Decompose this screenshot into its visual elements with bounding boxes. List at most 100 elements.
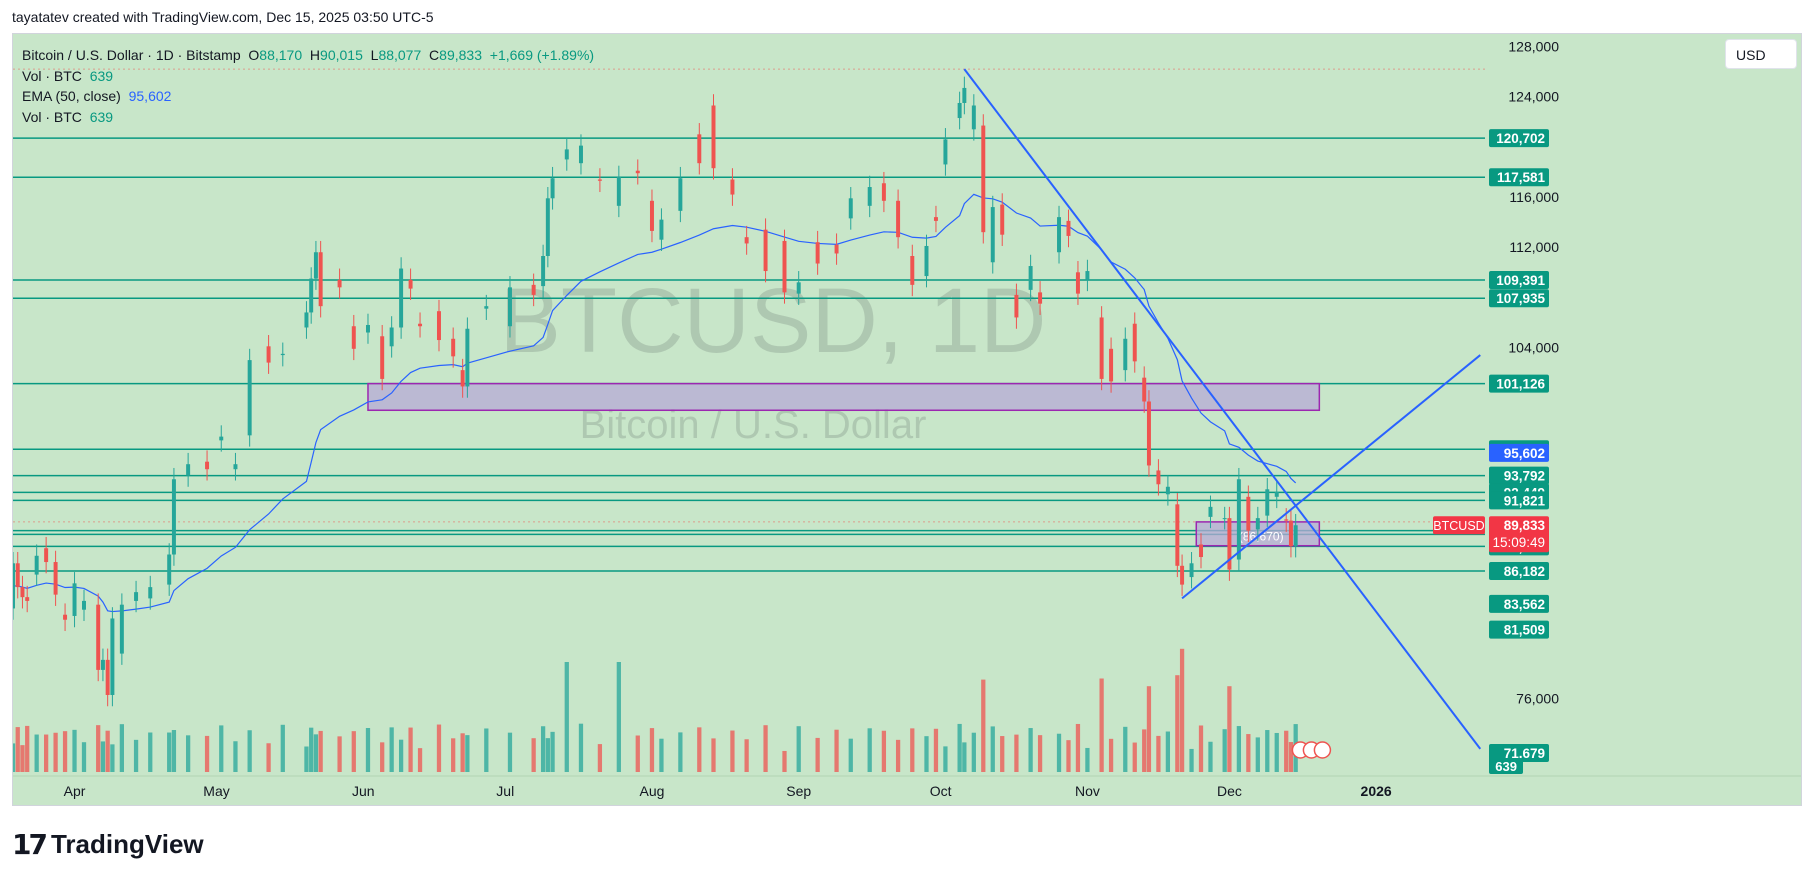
candle-body[interactable] (1180, 565, 1185, 585)
candle-body[interactable] (96, 604, 101, 670)
candle-body[interactable] (1085, 271, 1090, 280)
candle-body[interactable] (981, 125, 986, 233)
candle-body[interactable] (1109, 348, 1114, 382)
candle-body[interactable] (1142, 377, 1147, 402)
candle-body[interactable] (13, 563, 15, 609)
candle-body[interactable] (266, 346, 271, 363)
candle-body[interactable] (1099, 317, 1104, 379)
candle-body[interactable] (418, 323, 423, 327)
candle-body[interactable] (1274, 491, 1279, 497)
candle-body[interactable] (962, 87, 967, 103)
candle-body[interactable] (63, 614, 68, 620)
currency-button[interactable]: USD (1725, 39, 1797, 69)
candle-body[interactable] (25, 597, 30, 601)
candle-body[interactable] (924, 245, 929, 277)
candle-body[interactable] (550, 178, 555, 199)
candle-body[interactable] (744, 237, 749, 244)
candle-body[interactable] (337, 279, 342, 288)
candle-body[interactable] (834, 244, 839, 254)
candle-body[interactable] (205, 461, 210, 470)
trendline[interactable] (963, 68, 1482, 750)
candle-body[interactable] (1156, 470, 1161, 485)
candle-body[interactable] (484, 306, 489, 309)
candle-body[interactable] (20, 587, 25, 598)
candle-body[interactable] (309, 278, 314, 313)
candle-body[interactable] (318, 252, 323, 307)
candle-body[interactable] (44, 548, 49, 563)
candle-body[interactable] (72, 583, 77, 616)
economic-event-icon[interactable] (1313, 741, 1332, 759)
candle-body[interactable] (105, 659, 110, 695)
candle-body[interactable] (110, 618, 115, 695)
candle-body[interactable] (171, 479, 176, 555)
candle-body[interactable] (1146, 401, 1151, 466)
candle-body[interactable] (15, 563, 20, 588)
candle-body[interactable] (1038, 292, 1043, 304)
candle-body[interactable] (1175, 504, 1180, 566)
candle-body[interactable] (134, 592, 139, 601)
candle-body[interactable] (186, 464, 191, 476)
legend-symbol-row[interactable]: Bitcoin / U.S. Dollar · 1D · Bitstamp O8… (22, 45, 594, 66)
candle-body[interactable] (796, 282, 801, 294)
candle-body[interactable] (1189, 563, 1194, 578)
candle-body[interactable] (697, 134, 702, 164)
candle-body[interactable] (616, 176, 621, 206)
legend-ema-row[interactable]: EMA (50, close) 95,602 (22, 86, 594, 107)
candle-body[interactable] (313, 252, 318, 279)
candle-body[interactable] (304, 312, 309, 328)
candle-body[interactable] (711, 105, 716, 169)
candle-body[interactable] (233, 464, 238, 470)
candle-body[interactable] (365, 324, 370, 333)
candle-body[interactable] (380, 336, 385, 379)
candle-body[interactable] (53, 562, 58, 595)
candle-body[interactable] (881, 183, 886, 201)
candle-body[interactable] (867, 187, 872, 206)
candle-body[interactable] (896, 200, 901, 238)
candle-body[interactable] (1246, 496, 1251, 531)
candle-body[interactable] (436, 311, 441, 341)
candle-body[interactable] (460, 370, 465, 387)
candle-body[interactable] (971, 105, 976, 130)
chart-panel[interactable]: BTCUSD, 1D Bitcoin / U.S. Dollar (86,670) A… (12, 33, 1802, 806)
candle-body[interactable] (1236, 479, 1241, 560)
candle-body[interactable] (1066, 220, 1071, 236)
candle-body[interactable] (943, 139, 948, 165)
candle-body[interactable] (351, 326, 356, 349)
candle-body[interactable] (957, 102, 962, 119)
candle-body[interactable] (1222, 518, 1227, 520)
candle-body[interactable] (408, 279, 413, 289)
candle-body[interactable] (34, 555, 39, 575)
candle-body[interactable] (465, 328, 470, 387)
candle-body[interactable] (100, 659, 105, 670)
candle-body[interactable] (578, 145, 583, 164)
candle-body[interactable] (1075, 272, 1080, 294)
candle-body[interactable] (148, 587, 153, 599)
candle-body[interactable] (507, 287, 512, 327)
candle-body[interactable] (848, 198, 853, 219)
candle-body[interactable] (1288, 520, 1293, 547)
legend-volume2-row[interactable]: Vol · BTC 639 (22, 107, 594, 128)
candle-body[interactable] (1255, 518, 1260, 530)
candle-body[interactable] (280, 353, 285, 356)
candle-body[interactable] (990, 207, 995, 263)
candle-body[interactable] (564, 149, 569, 160)
candle-body[interactable] (1265, 489, 1270, 516)
legend-volume-row[interactable]: Vol · BTC 639 (22, 66, 594, 87)
candle-body[interactable] (1208, 506, 1213, 517)
tradingview-logo[interactable]: 17 TradingView (12, 828, 204, 861)
candle-body[interactable] (545, 198, 550, 256)
candle-body[interactable] (1227, 518, 1232, 570)
candle-body[interactable] (1000, 204, 1005, 235)
candle-body[interactable] (910, 256, 915, 285)
symbol-tag[interactable] (1433, 516, 1485, 535)
candle-body[interactable] (1123, 338, 1128, 371)
candle-body[interactable] (541, 256, 546, 287)
candle-body[interactable] (119, 604, 124, 654)
candle-body[interactable] (1028, 266, 1033, 290)
candle-body[interactable] (815, 242, 820, 264)
candle-body[interactable] (730, 179, 735, 195)
candle-body[interactable] (649, 200, 654, 231)
candle-body[interactable] (635, 170, 640, 174)
candle-body[interactable] (1014, 294, 1019, 318)
